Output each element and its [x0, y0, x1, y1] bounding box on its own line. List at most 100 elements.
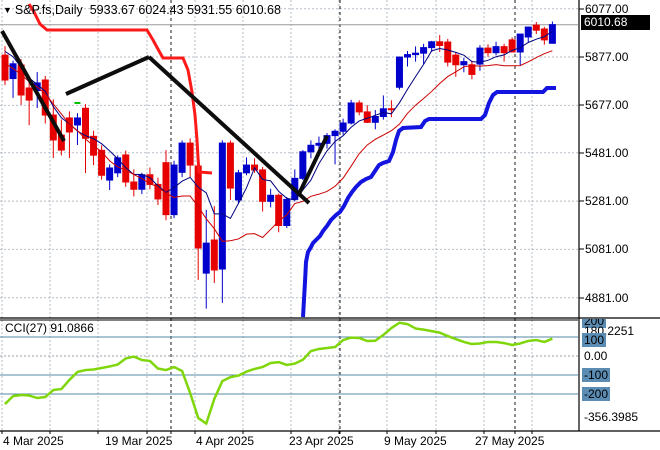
bull-candle-body [371, 115, 379, 123]
bull-candle-body [218, 142, 226, 270]
bear-candle-body [387, 108, 395, 111]
time-axis-label: 4 Mar 2025 [3, 434, 64, 448]
bull-candle-body [548, 24, 556, 44]
bear-candle-body [484, 47, 492, 54]
bear-candle-body [82, 107, 89, 139]
cci-level-label: 200 [582, 319, 607, 328]
cci-indicator-value: 91.0866 [50, 321, 94, 335]
bear-candle-body [154, 183, 162, 200]
bear-candle-body [468, 64, 476, 75]
bull-candle-body [339, 122, 347, 132]
bull-candle-body [243, 164, 250, 174]
bull-candle-body [516, 33, 524, 53]
bear-candle-body [1, 54, 9, 81]
trendline[interactable] [296, 135, 329, 197]
bear-candle-body [355, 102, 363, 113]
bear-candle-body [452, 54, 460, 66]
time-axis-label: 23 Apr 2025 [289, 434, 354, 448]
cci-level-label: -200 [582, 387, 611, 401]
ma-fast-line [4, 30, 553, 220]
bull-candle-body [138, 174, 146, 190]
bear-candle-body [532, 24, 540, 31]
cci-level-label: 100 [582, 333, 607, 347]
cci-panel [0, 336, 578, 395]
bear-candle-body [186, 142, 194, 166]
time-axis-label: 27 May 2025 [475, 434, 545, 448]
bull-candle-body [347, 102, 355, 124]
trendline[interactable] [147, 55, 311, 205]
price-axis-label: 5877.00 [585, 50, 629, 64]
bull-candle-body [404, 54, 411, 58]
bull-candle-body [202, 242, 210, 274]
time-axis-label: 9 May 2025 [384, 434, 447, 448]
bear-candle-body [130, 181, 138, 190]
bull-candle-body [524, 26, 532, 38]
time-axis-label: 4 Apr 2025 [196, 434, 255, 448]
price-axis-label: 5677.00 [585, 98, 629, 112]
bull-candle-body [460, 61, 468, 66]
bull-candle-body [170, 164, 178, 216]
bear-candle-body [508, 39, 516, 53]
cci-axis-scale[interactable]: 200 180.2251 100 0.00 -100 -200 -356.3985 [580, 319, 660, 431]
bear-candle-body [444, 41, 452, 63]
quote-open-value: 5933.67 [89, 3, 135, 17]
cci-indicator-caption: CCI(27) 91.0866 [5, 321, 94, 335]
bull-candle-body [420, 47, 428, 54]
trend-step-down-line [27, 3, 213, 175]
panel-frame [0, 0, 660, 434]
bull-candle-body [428, 41, 436, 49]
bull-candle-body [307, 144, 315, 153]
bull-candle-body [178, 142, 186, 173]
bear-candle-body [500, 46, 508, 54]
chart-quote-header: ▼ S&P.fs,Daily 5933.67 6024.43 5931.55 60… [3, 3, 281, 17]
bear-candle-body [65, 117, 73, 133]
bull-candle-body [331, 130, 339, 137]
cci-scale-label: -356.3985 [584, 410, 639, 424]
bear-candle-body [210, 239, 218, 271]
price-axis-label: 5481.00 [585, 146, 629, 160]
price-axis-label: 5281.00 [585, 194, 629, 208]
current-price-tag: 6010.68 [581, 15, 650, 30]
symbol-dropdown-triangle-icon[interactable]: ▼ [3, 5, 12, 15]
bull-candle-body [299, 151, 307, 179]
bull-candle-body [395, 56, 403, 88]
bear-candle-body [25, 87, 33, 101]
bear-candle-body [226, 142, 234, 189]
bull-candle-body [9, 63, 17, 80]
quote-high-value: 6024.43 [138, 3, 184, 17]
quote-low-value: 5931.55 [187, 3, 233, 17]
trendline[interactable] [65, 55, 150, 96]
ma-slow-line [4, 50, 553, 242]
bear-candle-body [146, 174, 154, 185]
bull-candle-body [492, 46, 500, 54]
bear-candle-body [540, 28, 548, 41]
price-axis-label: 6077.00 [585, 2, 629, 16]
bull-candle-body [267, 194, 275, 202]
bull-candle-body [106, 167, 114, 181]
bull-candle-body [114, 157, 122, 174]
trend-step-lines [27, 3, 556, 318]
candlesticks [1, 21, 556, 309]
bull-candle-body [476, 47, 484, 65]
bull-candle-body [283, 198, 291, 227]
cci-indicator-line [4, 321, 553, 425]
bear-candle-body [162, 162, 170, 216]
black-trendlines [0, 30, 329, 205]
symbol-timeframe-label: S&P.fs,Daily [14, 3, 83, 17]
bull-candle-body [234, 172, 242, 201]
time-axis-label: 19 Mar 2025 [105, 434, 173, 448]
cci-line [4, 321, 553, 425]
trendline[interactable] [0, 30, 66, 142]
bear-candle-body [98, 149, 106, 176]
bull-candle-body [412, 52, 420, 56]
bear-candle-body [122, 154, 130, 183]
cci-level-label: -100 [582, 368, 611, 382]
cci-scale-label: 0.00 [584, 349, 608, 363]
trend-step-up-line [301, 86, 556, 318]
bear-candle-body [275, 194, 283, 227]
moving-averages [4, 30, 553, 242]
price-axis-label: 4881.00 [585, 291, 629, 305]
quote-close-value: 6010.68 [235, 3, 281, 17]
